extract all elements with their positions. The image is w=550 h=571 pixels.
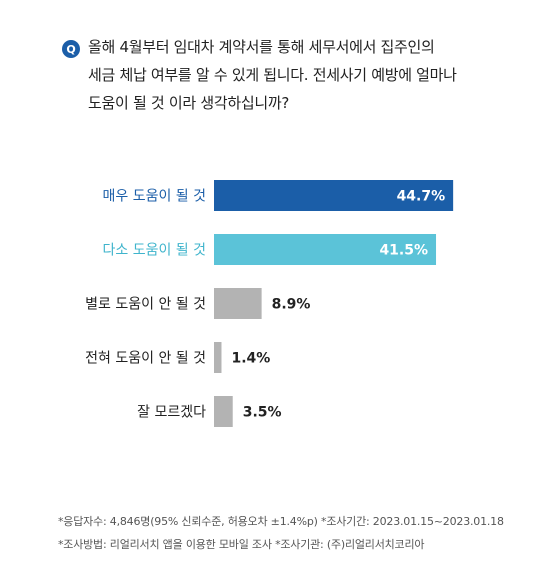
bar — [214, 234, 437, 265]
bar-group: 전혀 도움이 안 될 것 1.4% — [85, 342, 270, 373]
bar-group: 매우 도움이 될 것 44.7% — [102, 180, 454, 211]
category-label: 매우 도움이 될 것 — [102, 189, 206, 205]
bar — [214, 288, 262, 319]
bar-group: 다소 도움이 될 것 41.5% — [102, 234, 437, 265]
category-label: 다소 도움이 될 것 — [102, 243, 206, 259]
value-label: 3.5% — [243, 405, 282, 421]
bar-group: 잘 모르겠다 3.5% — [137, 396, 282, 427]
footnote-sample: *응답자수: 4,846명(95% 신뢰수준, 허용오차 ±1.4%p) *조사… — [58, 515, 504, 528]
bar — [214, 342, 222, 373]
question-text: 올해 4월부터 임대차 계약서를 통해 세무서에서 집주인의 세금 체납 여부를… — [88, 38, 457, 112]
value-label: 8.9% — [272, 297, 311, 313]
bar — [214, 396, 233, 427]
value-label: 1.4% — [231, 351, 270, 367]
footnote-method: *조사방법: 리얼리서치 앱을 이용한 모바일 조사 *조사기관: (주)리얼리… — [58, 538, 425, 551]
value-label: 41.5% — [379, 243, 428, 259]
bar-group: 별로 도움이 안 될 것 8.9% — [85, 288, 310, 319]
category-label: 전혀 도움이 안 될 것 — [85, 351, 206, 367]
category-label: 별로 도움이 안 될 것 — [85, 297, 206, 313]
category-label: 잘 모르겠다 — [137, 405, 206, 421]
question-block: Q 올해 4월부터 임대차 계약서를 통해 세무서에서 집주인의 세금 체납 여… — [62, 38, 522, 117]
question-badge: Q — [62, 40, 80, 58]
value-label: 44.7% — [397, 189, 446, 205]
bar — [214, 180, 454, 211]
